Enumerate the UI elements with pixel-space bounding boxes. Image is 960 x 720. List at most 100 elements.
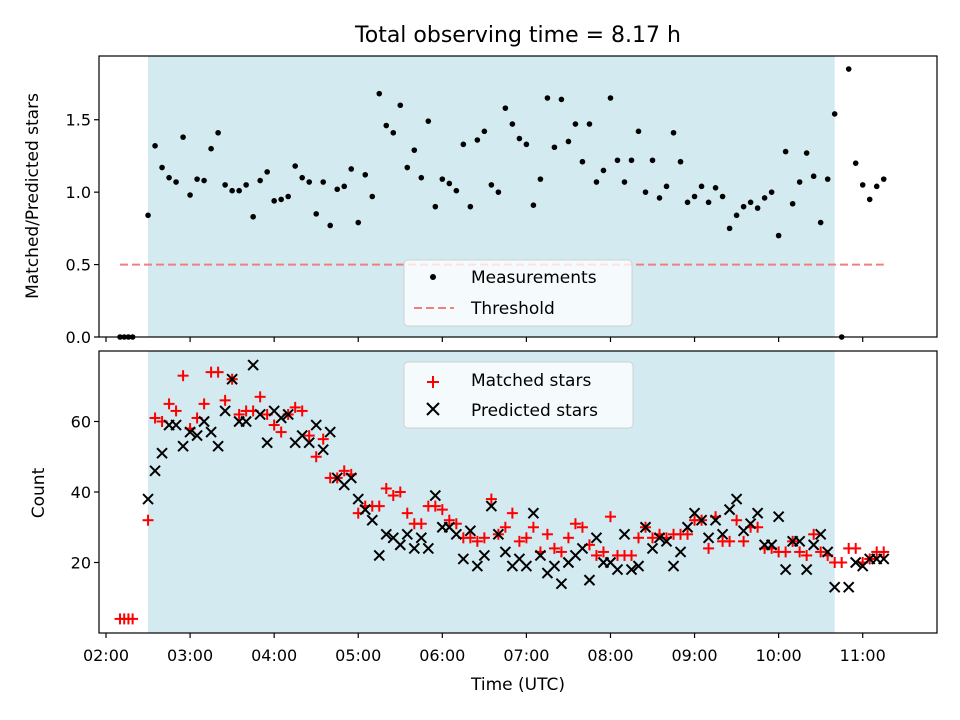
- predicted-star-point: [415, 532, 428, 544]
- measurement-point: [516, 135, 523, 142]
- measurement-point: [782, 148, 789, 155]
- measurement-point: [341, 183, 348, 190]
- predicted-star-point: [576, 542, 589, 555]
- measurement-point: [299, 174, 305, 181]
- measurement-point: [789, 200, 796, 207]
- measurement-point: [159, 164, 165, 171]
- predicted-star-point: [499, 546, 512, 558]
- measurement-point: [544, 95, 551, 101]
- matched-star-point: [794, 546, 806, 558]
- legend-matched-label: Matched stars: [471, 371, 591, 391]
- matched-star-point: [815, 546, 827, 558]
- measurement-point: [257, 177, 263, 184]
- matched-star-point: [380, 482, 392, 494]
- measurement-point: [355, 219, 362, 226]
- matched-star-point: [401, 507, 413, 519]
- matched-star-point: [780, 546, 792, 558]
- matched-star-point: [429, 500, 441, 512]
- measurement-point: [362, 171, 369, 178]
- measurement-point: [523, 141, 530, 148]
- measurement-point: [740, 203, 747, 210]
- predicted-star-point: [394, 539, 406, 551]
- measurement-point: [397, 102, 404, 109]
- matched-star-point: [212, 366, 224, 378]
- matched-star-point: [506, 507, 518, 519]
- predicted-star-point: [681, 521, 694, 533]
- matched-star-point: [303, 430, 315, 442]
- matched-star-point: [471, 535, 483, 547]
- predicted-star-point: [807, 539, 820, 551]
- measurement-point: [775, 232, 782, 239]
- measurement-point: [873, 183, 880, 190]
- predicted-star-point: [457, 553, 470, 565]
- measurement-point: [453, 187, 460, 194]
- predicted-star-point: [723, 503, 736, 516]
- measurement-point: [334, 186, 341, 193]
- matched-star-point: [485, 493, 497, 505]
- measurement-point: [306, 179, 312, 185]
- matched-star-point: [703, 542, 715, 554]
- predicted-star-point: [352, 493, 364, 505]
- matched-star-point: [576, 521, 588, 533]
- predicted-star-point: [779, 563, 792, 576]
- measurement-point: [649, 157, 656, 164]
- bottom-legend: Matched stars Predicted stars: [403, 361, 634, 429]
- predicted-star-point: [485, 500, 498, 512]
- predicted-star-point: [247, 359, 259, 371]
- predicted-stars-layer: [142, 359, 890, 593]
- x-tick-label: 07:00: [503, 646, 549, 665]
- matched-star-point: [415, 518, 427, 530]
- x-tick-label: 02:00: [83, 646, 129, 665]
- predicted-star-point: [450, 528, 463, 541]
- bottom-y-axis-label: Count: [29, 467, 49, 518]
- measurement-point: [705, 199, 712, 206]
- predicted-star-point: [324, 426, 336, 438]
- measurement-point: [677, 158, 684, 165]
- predicted-star-point: [303, 436, 315, 449]
- measurement-point: [586, 121, 593, 127]
- predicted-star-point: [632, 560, 645, 572]
- measurement-point: [530, 202, 537, 208]
- predicted-star-point: [471, 560, 484, 572]
- predicted-star-point: [730, 493, 743, 505]
- measurement-point: [572, 121, 579, 127]
- predicted-star-point: [345, 472, 357, 484]
- matched-star-point: [724, 535, 736, 547]
- predicted-star-point: [625, 563, 638, 576]
- predicted-star-point: [548, 560, 561, 572]
- measurement-point: [502, 105, 509, 111]
- measurement-point: [250, 213, 256, 220]
- measurement-point: [712, 185, 719, 191]
- matched-star-point: [527, 521, 539, 533]
- top-x-ticks: [105, 337, 864, 342]
- measurement-point: [481, 128, 488, 135]
- measurement-point: [880, 176, 887, 182]
- predicted-star-point: [793, 535, 806, 548]
- measurement-point: [726, 225, 733, 232]
- x-tick-label: 03:00: [167, 646, 213, 665]
- legend-measurements-label: Measurements: [471, 268, 597, 288]
- measurement-point: [285, 193, 291, 200]
- measurement-point: [201, 177, 207, 184]
- predicted-star-point: [359, 503, 371, 516]
- measurement-point: [761, 195, 768, 201]
- measurement-point: [796, 179, 803, 185]
- chart-title: Total observing time = 8.17 h: [354, 23, 681, 48]
- predicted-star-point: [142, 493, 154, 505]
- measurement-point: [488, 182, 495, 188]
- matched-star-point: [142, 514, 154, 526]
- matched-star-point: [590, 549, 602, 561]
- measurement-point: [558, 96, 565, 103]
- matched-star-point: [338, 465, 350, 477]
- predicted-star-point: [611, 563, 624, 576]
- predicted-star-point: [716, 528, 729, 541]
- measurement-point: [418, 174, 425, 181]
- matched-star-point: [801, 549, 813, 561]
- predicted-star-point: [842, 581, 855, 593]
- top-y-tick-label: 0.5: [66, 256, 91, 275]
- predicted-star-point: [205, 426, 217, 438]
- top-axes-frame: [98, 55, 938, 338]
- predicted-star-point: [226, 373, 238, 385]
- measurement-point: [698, 183, 705, 190]
